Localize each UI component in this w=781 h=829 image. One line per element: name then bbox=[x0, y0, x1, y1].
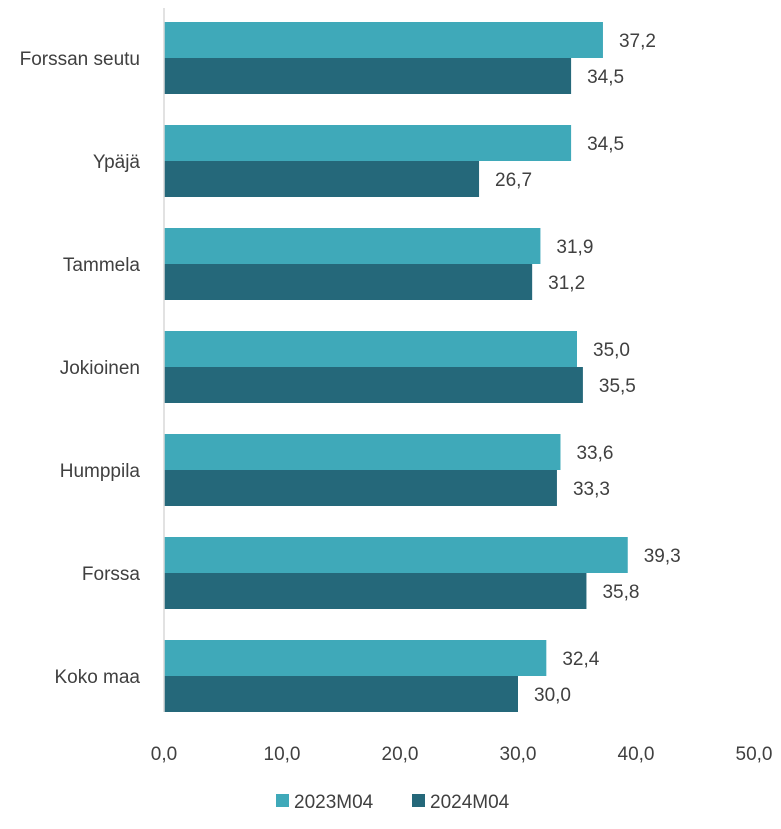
category-label-0: Forssan seutu bbox=[20, 49, 140, 70]
x-tick-label-5: 50,0 bbox=[736, 744, 773, 765]
bar-2023M04-5 bbox=[164, 537, 628, 573]
x-tick-label-3: 30,0 bbox=[500, 744, 537, 765]
bar-2023M04-1 bbox=[164, 125, 572, 161]
bar-2024M04-0 bbox=[164, 58, 572, 94]
bar-2023M04-3 bbox=[164, 331, 577, 367]
bar-2024M04-6 bbox=[164, 676, 518, 712]
legend: 2023M04 2024M04 bbox=[276, 792, 510, 813]
bar-2023M04-6 bbox=[164, 640, 547, 676]
bar-2023M04-4 bbox=[164, 434, 561, 470]
legend-swatch-2024M04 bbox=[412, 794, 425, 807]
x-tick-label-0: 0,0 bbox=[151, 744, 177, 765]
value-label-2024M04-6: 30,0 bbox=[534, 685, 571, 706]
legend-label-2023M04: 2023M04 bbox=[294, 792, 374, 813]
bar-2024M04-3 bbox=[164, 367, 583, 403]
value-label-2023M04-1: 34,5 bbox=[587, 134, 624, 155]
value-label-2023M04-6: 32,4 bbox=[562, 649, 599, 670]
value-label-2024M04-2: 31,2 bbox=[548, 273, 585, 294]
category-label-1: Ypäjä bbox=[93, 152, 141, 173]
bars-group bbox=[164, 22, 628, 712]
value-label-2023M04-3: 35,0 bbox=[593, 340, 630, 361]
bar-2024M04-4 bbox=[164, 470, 557, 506]
x-axis-ticks: 0,0 10,0 20,0 30,0 40,0 50,0 bbox=[151, 744, 773, 765]
value-label-2023M04-4: 33,6 bbox=[576, 443, 613, 464]
value-label-2024M04-4: 33,3 bbox=[573, 479, 610, 500]
bar-2023M04-0 bbox=[164, 22, 603, 58]
legend-swatch-2023M04 bbox=[276, 794, 289, 807]
x-tick-label-4: 40,0 bbox=[618, 744, 655, 765]
value-label-2024M04-3: 35,5 bbox=[599, 376, 636, 397]
category-label-4: Humppila bbox=[60, 461, 141, 482]
value-labels: 37,2 34,5 34,5 26,7 31,9 31,2 35,0 35,5 33,6 33,3… bbox=[495, 31, 681, 706]
bar-2024M04-1 bbox=[164, 161, 480, 197]
bar-2024M04-2 bbox=[164, 264, 533, 300]
category-label-3: Jokioinen bbox=[60, 358, 140, 379]
value-label-2024M04-1: 26,7 bbox=[495, 170, 532, 191]
value-label-2024M04-0: 34,5 bbox=[587, 67, 624, 88]
bar-2023M04-2 bbox=[164, 228, 541, 264]
value-label-2023M04-2: 31,9 bbox=[556, 237, 593, 258]
category-labels: Forssan seutu Ypäjä Tammela Jokioinen Humppi… bbox=[20, 49, 141, 688]
value-label-2024M04-5: 35,8 bbox=[602, 582, 639, 603]
bar-2024M04-5 bbox=[164, 573, 587, 609]
x-tick-label-2: 20,0 bbox=[382, 744, 419, 765]
category-label-5: Forssa bbox=[82, 564, 141, 585]
x-tick-label-1: 10,0 bbox=[264, 744, 301, 765]
category-label-2: Tammela bbox=[63, 255, 141, 276]
category-label-6: Koko maa bbox=[54, 667, 140, 688]
legend-label-2024M04: 2024M04 bbox=[430, 792, 510, 813]
value-label-2023M04-0: 37,2 bbox=[619, 31, 656, 52]
value-label-2023M04-5: 39,3 bbox=[644, 546, 681, 567]
